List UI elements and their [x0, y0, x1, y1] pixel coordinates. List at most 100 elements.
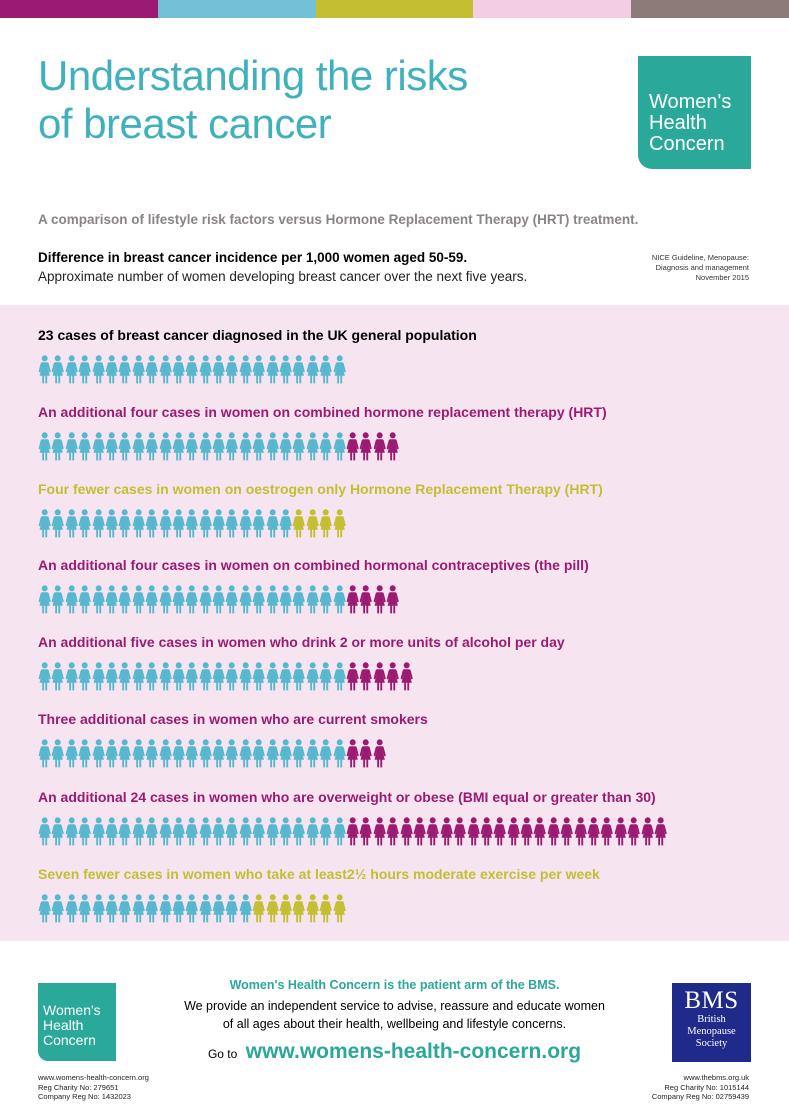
logo-line-3: Concern [649, 133, 725, 155]
woman-figure-icon [266, 355, 279, 384]
woman-figure-icon [239, 894, 252, 923]
woman-figure-icon [52, 509, 65, 538]
woman-figure-icon [172, 894, 185, 923]
top-bar-segment [473, 0, 632, 18]
woman-figure-icon [92, 662, 105, 691]
woman-figure-icon [52, 432, 65, 461]
woman-figure-icon [212, 585, 225, 614]
footer-goto: Go to www.womens-health-concern.org [0, 1040, 789, 1064]
woman-figure-icon [333, 355, 346, 384]
woman-figure-icon [65, 432, 78, 461]
bms-logo: BMS British Menopause Society [672, 983, 751, 1062]
woman-figure-icon [199, 739, 212, 768]
woman-figure-icon [252, 817, 265, 846]
footer-logo-line-2: Health [43, 1017, 84, 1033]
top-bar-segment [0, 0, 158, 18]
woman-figure-icon [199, 432, 212, 461]
pictogram [38, 817, 667, 846]
woman-figure-icon [78, 894, 91, 923]
woman-figure-icon [333, 894, 346, 923]
woman-figure-icon [279, 585, 292, 614]
top-bar-segment [157, 0, 316, 18]
woman-figure-icon [92, 817, 105, 846]
woman-figure-icon [319, 739, 332, 768]
pictogram [38, 509, 603, 538]
pictogram [38, 355, 477, 384]
woman-figure-icon [252, 355, 265, 384]
woman-figure-icon [306, 432, 319, 461]
woman-figure-icon [159, 894, 172, 923]
woman-figure-icon [279, 355, 292, 384]
woman-figure-icon [199, 585, 212, 614]
woman-figure-icon [226, 432, 239, 461]
woman-figure-icon [467, 817, 480, 846]
woman-figure-icon [145, 662, 158, 691]
woman-figure-icon [65, 894, 78, 923]
woman-figure-icon [319, 432, 332, 461]
woman-figure-icon [65, 585, 78, 614]
source-line-1: NICE Guideline, Menopause: [651, 253, 749, 262]
website-link[interactable]: www.womens-health-concern.org [245, 1040, 582, 1063]
risk-row-label: Seven fewer cases in women who take at l… [38, 866, 600, 882]
intro-bold: Difference in breast cancer incidence pe… [38, 250, 468, 265]
woman-figure-icon [373, 662, 386, 691]
woman-figure-icon [534, 817, 547, 846]
page-title: Understanding the risks of breast cancer [38, 52, 468, 148]
goto-label: Go to [207, 1047, 238, 1061]
footer-body: We provide an independent service to adv… [0, 997, 789, 1033]
woman-figure-icon [239, 585, 252, 614]
woman-figure-icon [52, 894, 65, 923]
woman-figure-icon [119, 739, 132, 768]
footer-logo-line-1: Women's [43, 1002, 101, 1018]
woman-figure-icon [185, 739, 199, 768]
risk-row: Seven fewer cases in women who take at l… [38, 866, 600, 923]
risk-row: An additional four cases in women on com… [38, 557, 589, 614]
woman-figure-icon [346, 662, 359, 691]
woman-figure-icon [78, 817, 91, 846]
woman-figure-icon [293, 817, 306, 846]
woman-figure-icon [78, 509, 91, 538]
woman-figure-icon [654, 817, 667, 846]
woman-figure-icon [52, 817, 65, 846]
woman-figure-icon [119, 662, 132, 691]
risk-row: An additional 24 cases in women who are … [38, 789, 667, 846]
woman-figure-icon [65, 817, 78, 846]
woman-figure-icon [38, 739, 51, 768]
woman-figure-icon [38, 509, 51, 538]
woman-figure-icon [199, 894, 212, 923]
pictogram [38, 432, 607, 461]
woman-figure-icon [172, 355, 185, 384]
woman-figure-icon [132, 509, 145, 538]
woman-figure-icon [105, 817, 118, 846]
woman-figure-icon [199, 817, 212, 846]
woman-figure-icon [52, 662, 65, 691]
risk-row: An additional four cases in women on com… [38, 404, 607, 461]
woman-figure-icon [65, 509, 78, 538]
woman-figure-icon [226, 739, 239, 768]
woman-figure-icon [78, 662, 91, 691]
woman-figure-icon [226, 585, 239, 614]
woman-figure-icon [333, 432, 346, 461]
risk-row: Three additional cases in women who are … [38, 711, 428, 768]
woman-figure-icon [373, 585, 386, 614]
woman-figure-icon [239, 739, 252, 768]
woman-figure-icon [185, 585, 199, 614]
woman-figure-icon [38, 355, 51, 384]
woman-figure-icon [199, 355, 212, 384]
woman-figure-icon [306, 585, 319, 614]
woman-figure-icon [239, 662, 252, 691]
woman-figure-icon [65, 355, 78, 384]
woman-figure-icon [105, 509, 118, 538]
top-bar-segment [631, 0, 789, 18]
woman-figure-icon [38, 817, 51, 846]
woman-figure-icon [119, 585, 132, 614]
pictogram [38, 739, 428, 768]
woman-figure-icon [279, 662, 292, 691]
woman-figure-icon [92, 355, 105, 384]
risk-row-label: An additional 24 cases in women who are … [38, 789, 656, 805]
woman-figure-icon [78, 355, 91, 384]
woman-figure-icon [440, 817, 453, 846]
footer-headline: Women's Health Concern is the patient ar… [229, 978, 560, 992]
woman-figure-icon [105, 355, 118, 384]
woman-figure-icon [507, 817, 520, 846]
